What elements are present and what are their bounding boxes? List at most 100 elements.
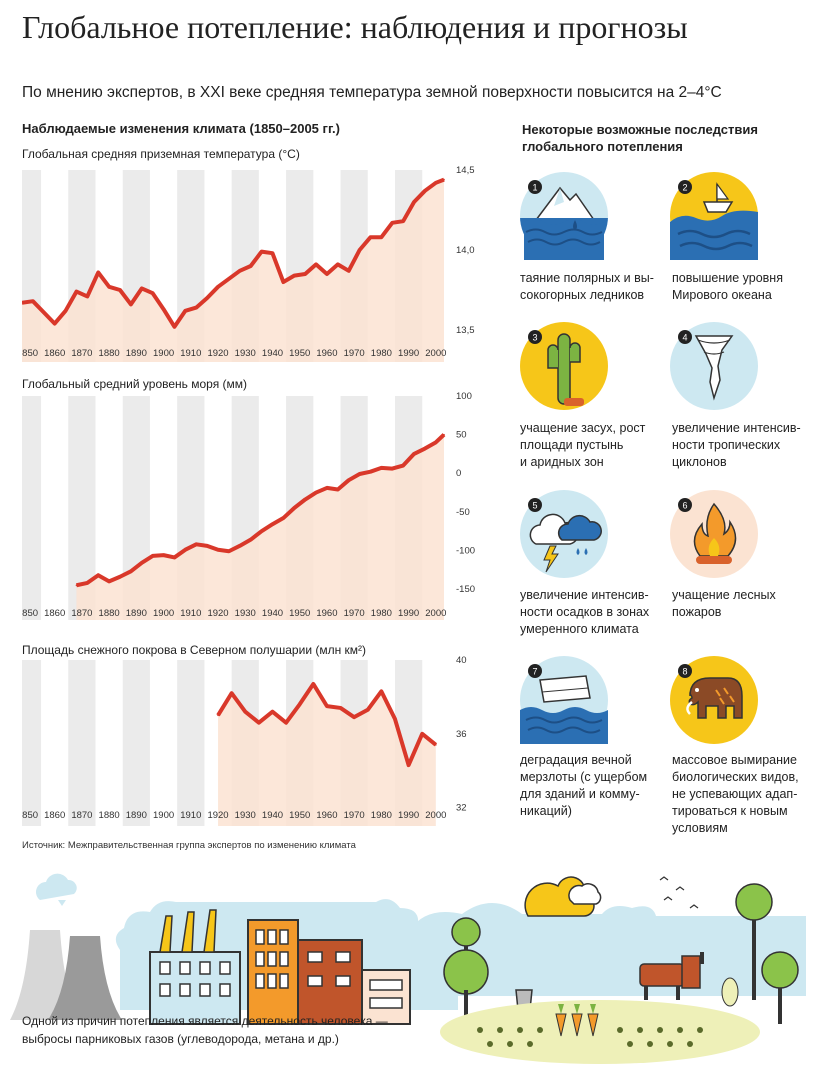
x-tick-label: 1960	[316, 810, 337, 821]
x-tick-label: 1900	[153, 348, 174, 359]
x-tick-label: 1860	[44, 810, 65, 821]
x-tick-label: 1930	[235, 608, 256, 619]
x-tick-label: 1880	[99, 608, 120, 619]
data-point	[217, 714, 219, 717]
consequence-2-number: 2	[682, 183, 687, 193]
data-point	[391, 467, 394, 470]
data-point	[271, 710, 274, 713]
data-point	[282, 281, 285, 283]
x-tick-label: 1880	[99, 810, 120, 821]
x-tick-label: 1940	[262, 348, 283, 359]
data-point	[108, 286, 110, 288]
x-tick-label: 1850	[22, 810, 38, 821]
x-tick-label: 1850	[22, 608, 38, 619]
data-point	[337, 263, 339, 266]
data-point	[228, 550, 230, 553]
x-tick-label: 1950	[289, 608, 310, 619]
y-tick-label: 14,0	[456, 245, 475, 256]
consequence-1-text: таяние полярных и вы- сокогорных леднико…	[520, 271, 654, 302]
x-tick-label: 1960	[316, 348, 337, 359]
data-point	[75, 290, 78, 293]
data-point	[260, 530, 263, 532]
x-tick-label: 1890	[126, 348, 147, 359]
data-point	[402, 220, 404, 222]
data-point	[97, 574, 100, 576]
data-point	[258, 721, 260, 724]
consequence-3-text: учащение засух, рост площади пустынь и а…	[520, 421, 646, 469]
data-point	[358, 249, 361, 251]
data-point	[140, 287, 143, 290]
data-point	[249, 265, 252, 267]
x-tick-label: 1980	[371, 608, 392, 619]
data-point	[304, 498, 306, 501]
y-tick-label: 100	[456, 391, 472, 402]
data-point	[413, 453, 415, 455]
consequence-4-number: 4	[682, 333, 687, 343]
data-point	[162, 308, 165, 310]
x-tick-label: 2000	[425, 810, 446, 821]
data-point	[86, 582, 89, 584]
cactus-drought-icon: 3	[520, 322, 608, 410]
data-point	[151, 555, 154, 557]
x-tick-label: 1920	[207, 810, 228, 821]
data-point	[206, 297, 208, 299]
tornado-icon: 4	[670, 322, 758, 410]
y-tick-label: -100	[456, 545, 475, 556]
y-tick-label: 50	[456, 430, 467, 441]
x-tick-label: 1900	[153, 810, 174, 821]
consequence-8-text: массовое вымирание биологических видов, …	[672, 753, 799, 835]
data-point	[173, 556, 176, 559]
x-tick-label: 1870	[71, 810, 92, 821]
consequence-7-text: деградация вечной мерзлоты (с ущербом дл…	[520, 753, 648, 818]
x-tick-label: 1870	[71, 608, 92, 619]
data-point	[402, 464, 404, 467]
data-point	[195, 306, 198, 309]
x-tick-label: 1930	[235, 348, 256, 359]
consequence-5-number: 5	[532, 501, 537, 511]
x-tick-label: 1890	[126, 608, 147, 619]
data-point	[339, 707, 342, 709]
storm-cloud-icon: 5	[520, 490, 608, 578]
snow-cover-chart: 1850 1860 1870 1880 1890 1900 1910 1920 1930 1940…	[22, 655, 467, 826]
data-point	[64, 310, 67, 312]
x-tick-label: 1950	[289, 348, 310, 359]
data-point	[249, 538, 252, 541]
data-point	[435, 744, 437, 746]
x-tick-label: 1940	[262, 810, 283, 821]
data-point	[421, 732, 424, 735]
data-point	[32, 300, 34, 302]
x-tick-label: 1960	[316, 608, 337, 619]
data-point	[315, 491, 317, 494]
decade-band	[177, 660, 205, 826]
data-point	[358, 473, 361, 475]
forest-fire-icon: 6	[670, 490, 758, 578]
data-point	[304, 273, 306, 275]
data-point	[326, 705, 328, 707]
consequence-3-number: 3	[532, 333, 537, 343]
y-tick-label: 40	[456, 655, 467, 666]
data-point	[75, 584, 78, 587]
data-point	[239, 270, 241, 272]
x-tick-label: 1970	[344, 608, 365, 619]
x-tick-label: 1990	[398, 608, 419, 619]
data-point	[206, 545, 208, 547]
data-point	[413, 201, 415, 203]
data-point	[22, 302, 23, 304]
data-point	[282, 517, 285, 519]
data-point	[195, 543, 198, 546]
data-point	[285, 721, 287, 724]
x-tick-label: 1870	[71, 348, 92, 359]
data-point	[119, 289, 121, 291]
data-point	[260, 250, 263, 253]
data-point	[271, 252, 274, 254]
data-point	[424, 447, 426, 450]
x-tick-label: 1990	[398, 810, 419, 821]
data-point	[369, 470, 372, 473]
y-tick-label: 36	[456, 729, 467, 740]
temperature-chart: 1850 1860 1870 1880 1890 1900 1910 1920 1930 1940…	[22, 165, 475, 362]
data-point	[326, 487, 328, 489]
data-point	[293, 507, 296, 509]
consequence-8-number: 8	[682, 667, 687, 677]
y-tick-label: -150	[456, 584, 475, 595]
data-point	[380, 236, 383, 238]
